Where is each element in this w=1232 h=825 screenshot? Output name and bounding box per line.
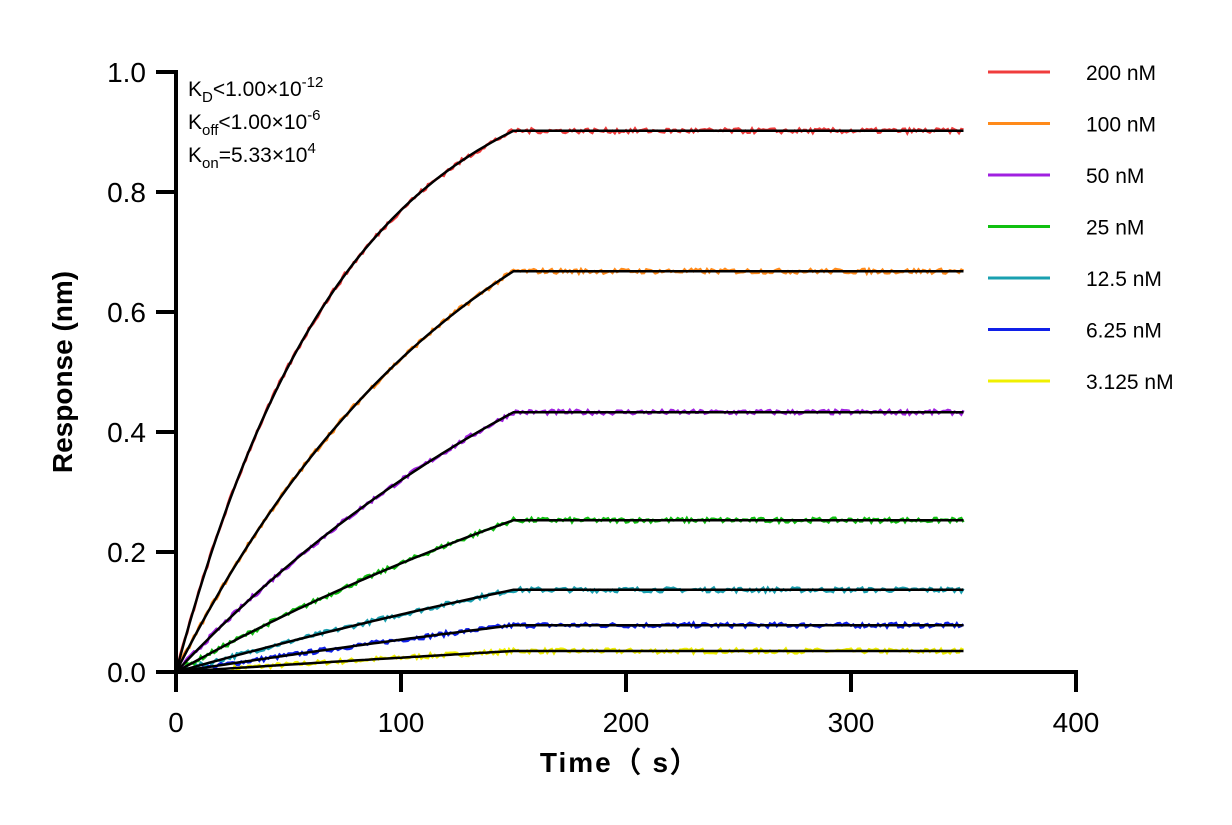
- fit-line-25-nM: [175, 518, 964, 674]
- y-tick-label: 0.8: [107, 177, 146, 208]
- x-tick-label: 200: [603, 707, 650, 738]
- fit-line-3-125-nM: [175, 649, 964, 674]
- legend-label: 25 nM: [1086, 217, 1144, 240]
- legend-label: 50 nM: [1086, 165, 1144, 188]
- y-tick-label: 0.0: [107, 657, 146, 688]
- fit-curves: [174, 129, 964, 674]
- fit-line-50-nM: [175, 410, 964, 673]
- series-line-50-nM: [175, 407, 965, 672]
- fit-line-12-5-nM: [175, 588, 964, 674]
- y-tick-label: 0.6: [107, 297, 146, 328]
- y-ticks: 0.0 0.2 0.4 0.6 0.8 1.0: [107, 57, 176, 688]
- legend: 200 nM 100 nM 50 nM 25 nM 12.5 nM 6.25 nM 3.12…: [988, 62, 1174, 394]
- x-tick-label: 300: [828, 707, 875, 738]
- series-line-12-5-nM: [175, 585, 965, 674]
- y-tick-label: 1.0: [107, 57, 146, 88]
- legend-label: 200 nM: [1086, 62, 1156, 85]
- x-tick-label: 100: [378, 707, 425, 738]
- legend-label: 6.25 nM: [1086, 320, 1162, 343]
- legend-label: 100 nM: [1086, 114, 1156, 137]
- annotation-kd: KD<1.00×10-12: [188, 74, 323, 106]
- y-axis-label: Response (nm): [47, 271, 78, 473]
- legend-label: 3.125 nM: [1086, 371, 1174, 394]
- fit-line-6-25-nM: [175, 623, 964, 674]
- y-tick-label: 0.4: [107, 417, 146, 448]
- x-ticks: 0 100 200 300 400: [168, 672, 1099, 738]
- x-tick-label: 400: [1053, 707, 1100, 738]
- x-axis-label: Time（ s）: [540, 746, 700, 778]
- fit-line-200-nM: [174, 129, 964, 673]
- annotation-koff: Koff<1.00×10-6: [188, 107, 321, 139]
- fit-line-100-nM: [174, 269, 964, 673]
- legend-label: 12.5 nM: [1086, 268, 1162, 291]
- annotation-kon: Kon=5.33×104: [188, 140, 316, 172]
- x-tick-label: 0: [168, 707, 184, 738]
- y-tick-label: 0.2: [107, 537, 146, 568]
